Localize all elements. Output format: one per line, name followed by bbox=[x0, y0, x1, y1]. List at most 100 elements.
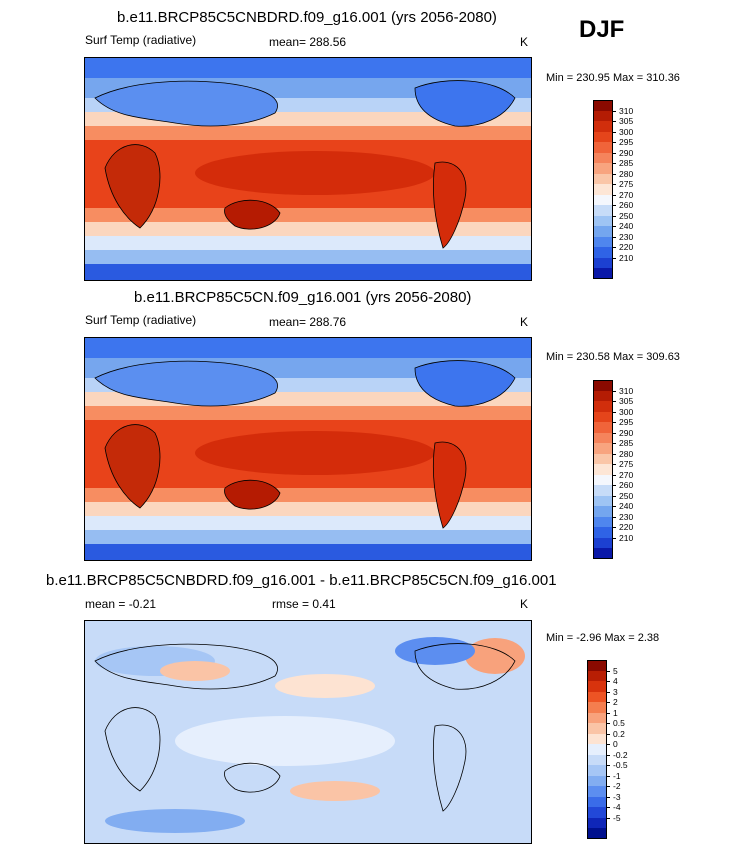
colorbar-frame bbox=[593, 380, 613, 559]
colorbar-tick bbox=[613, 411, 616, 413]
panel-2-map-svg bbox=[85, 338, 531, 560]
panel-3-map bbox=[84, 620, 532, 844]
colorbar-tick-label: 305 bbox=[619, 116, 634, 126]
colorbar-cell bbox=[593, 380, 613, 391]
colorbar-cell bbox=[593, 121, 613, 132]
north-america-outline bbox=[414, 80, 516, 127]
colorbar-tick bbox=[607, 691, 610, 693]
colorbar-tick bbox=[613, 432, 616, 434]
colorbar-cell bbox=[587, 754, 607, 766]
colorbar-tick-label: 290 bbox=[619, 427, 634, 438]
colorbar-tick bbox=[613, 495, 616, 497]
colorbar-cell bbox=[587, 723, 607, 734]
colorbar-tick bbox=[607, 670, 610, 672]
colorbar-frame bbox=[593, 100, 613, 279]
colorbar-tick bbox=[613, 474, 616, 476]
colorbar-cell bbox=[593, 422, 613, 433]
colorbar-cell bbox=[587, 681, 607, 692]
colorbar-tick bbox=[613, 184, 616, 185]
colorbar-cell bbox=[593, 390, 613, 402]
colorbar-tick-label: 285 bbox=[619, 158, 634, 168]
colorbar-tick bbox=[607, 723, 610, 724]
colorbar-cell bbox=[593, 516, 613, 528]
colorbar-tick bbox=[613, 537, 616, 539]
south-cool-band bbox=[85, 530, 531, 544]
colorbar-tick-label: 2 bbox=[613, 697, 618, 707]
colorbar-tick-label: 310 bbox=[619, 105, 634, 116]
pos-anomaly-labrador bbox=[465, 638, 525, 674]
colorbar-cell bbox=[587, 660, 607, 671]
colorbar-cell bbox=[593, 474, 613, 486]
colorbar-tick-label: 280 bbox=[619, 168, 634, 179]
colorbar-cell bbox=[593, 268, 613, 279]
panel-2-units-label: K bbox=[520, 315, 529, 329]
antarctic-band bbox=[85, 264, 531, 280]
colorbar-tick bbox=[607, 765, 610, 766]
south-mild-band bbox=[85, 236, 531, 250]
colorbar-tick-label: 250 bbox=[619, 490, 634, 501]
eurasia-outline bbox=[94, 643, 278, 690]
colorbar-tick-label: 0.2 bbox=[613, 728, 625, 739]
colorbar-tick-label: -4 bbox=[613, 802, 621, 812]
colorbar-tick-label: 220 bbox=[619, 242, 634, 252]
panel-1-minmax-label: Min = 230.95 Max = 310.36 bbox=[546, 72, 680, 84]
colorbar-cell bbox=[593, 163, 613, 174]
colorbar-tick bbox=[613, 215, 616, 217]
colorbar-cell bbox=[593, 411, 613, 423]
near-zero-tropics bbox=[175, 716, 395, 766]
warm-pool bbox=[195, 151, 435, 195]
pos-anomaly-north-pacific bbox=[275, 674, 375, 698]
antarctic-band bbox=[85, 544, 531, 560]
colorbar-cell bbox=[593, 527, 613, 538]
colorbar-tick bbox=[613, 131, 616, 133]
north-america-outline bbox=[414, 360, 516, 407]
colorbar-tick bbox=[613, 453, 616, 455]
colorbar-cell bbox=[593, 131, 613, 143]
panel-1-units-label: K bbox=[520, 35, 529, 49]
neg-anomaly-north-america bbox=[395, 637, 475, 665]
colorbar-tick-label: 275 bbox=[619, 459, 634, 469]
pos-anomaly-asia bbox=[160, 661, 230, 681]
colorbar-cell bbox=[587, 702, 607, 713]
colorbar-tick-label: 300 bbox=[619, 406, 634, 417]
colorbar-tick-label: 1 bbox=[613, 707, 618, 718]
colorbar-tick bbox=[607, 744, 610, 745]
season-label: DJF bbox=[579, 16, 625, 43]
panel-3-map-svg bbox=[85, 621, 531, 843]
colorbar-tick bbox=[613, 390, 616, 392]
south-warm-band bbox=[85, 222, 531, 236]
panel-2-map bbox=[84, 337, 532, 561]
colorbar-cell bbox=[593, 110, 613, 122]
south-warm-band bbox=[85, 502, 531, 516]
south-america-outline bbox=[432, 161, 467, 249]
panel-1-variable-label: Surf Temp (radiative) bbox=[85, 33, 197, 47]
colorbar-tick-label: 280 bbox=[619, 448, 634, 459]
colorbar-cell bbox=[593, 485, 613, 496]
colorbar-tick-label: 230 bbox=[619, 511, 634, 522]
australia-outline bbox=[224, 479, 281, 510]
north-cold-band bbox=[85, 338, 531, 358]
colorbar-tick-label: 295 bbox=[619, 137, 634, 147]
colorbar-tick-label: 260 bbox=[619, 200, 634, 210]
colorbar-tick-label: 275 bbox=[619, 179, 634, 189]
subtropic-band bbox=[85, 126, 531, 140]
africa-outline bbox=[104, 144, 161, 229]
colorbar-cell bbox=[593, 236, 613, 248]
colorbar-tick-label: 300 bbox=[619, 126, 634, 137]
colorbar-cell bbox=[593, 226, 613, 237]
panel-3-minmax-label: Min = -2.96 Max = 2.38 bbox=[546, 632, 660, 644]
panel-3-rmse-label: rmse = 0.41 bbox=[272, 597, 336, 611]
colorbar-cell bbox=[587, 796, 607, 808]
colorbar-cell bbox=[593, 432, 613, 444]
eurasia-outline bbox=[94, 360, 278, 407]
colorbar-cell bbox=[593, 453, 613, 465]
panel-2-variable-label: Surf Temp (radiative) bbox=[85, 313, 197, 327]
colorbar-tick-label: 310 bbox=[619, 385, 634, 396]
colorbar-tick bbox=[613, 516, 616, 518]
africa-outline bbox=[104, 707, 161, 792]
colorbar-cell bbox=[593, 247, 613, 258]
colorbar-frame bbox=[587, 660, 607, 839]
colorbar-cell bbox=[593, 184, 613, 195]
colorbar-tick bbox=[613, 163, 616, 164]
colorbar-tick-label: 240 bbox=[619, 221, 634, 231]
